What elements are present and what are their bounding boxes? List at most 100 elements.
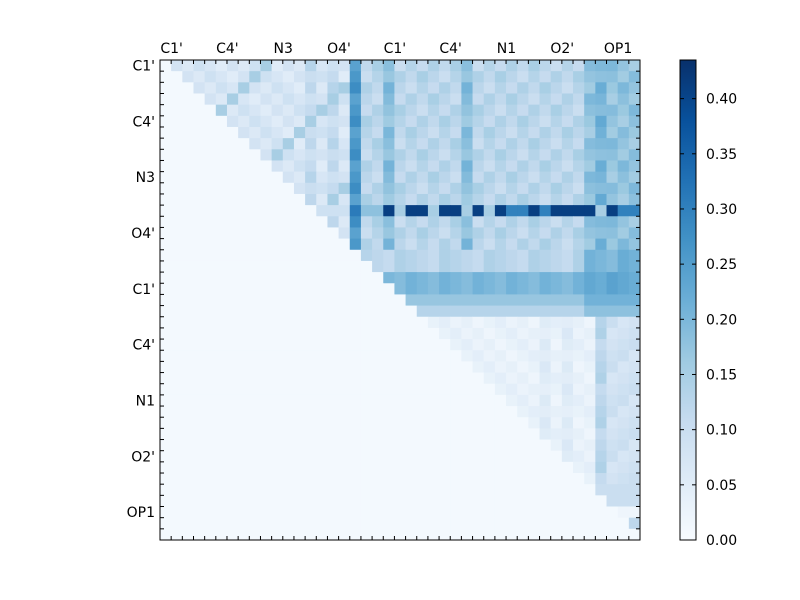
heatmap-cell [160, 484, 172, 496]
heatmap-cell [450, 383, 462, 396]
heatmap-cell [182, 406, 194, 418]
heatmap-cell [539, 495, 552, 507]
heatmap-cell [182, 283, 194, 295]
heatmap-cell [383, 473, 395, 485]
heatmap-cell [372, 126, 384, 139]
heatmap-cell [349, 528, 362, 541]
heatmap-cell [238, 216, 250, 228]
heatmap-cell [606, 272, 619, 284]
heatmap-cell [316, 473, 328, 485]
heatmap-cell [528, 93, 540, 106]
heatmap-cell [271, 439, 284, 452]
heatmap-cell [595, 126, 607, 139]
heatmap-cell [617, 238, 630, 251]
heatmap-cell [327, 260, 340, 273]
heatmap-cell [282, 104, 295, 117]
heatmap-cell [349, 394, 362, 407]
heatmap-cell [327, 160, 340, 173]
heatmap-cell [249, 406, 261, 418]
heatmap-cell [282, 126, 295, 139]
heatmap-cell [293, 294, 306, 306]
heatmap-cell [561, 406, 574, 418]
heatmap-cell [494, 350, 507, 362]
heatmap-cell [160, 517, 172, 530]
heatmap-cell [305, 417, 317, 429]
heatmap-cell [472, 249, 485, 262]
heatmap-cell [327, 272, 340, 284]
heatmap-cell [360, 272, 373, 284]
heatmap-cell [360, 149, 373, 161]
heatmap-cell [349, 327, 362, 340]
heatmap-cell [394, 260, 406, 273]
heatmap-cell [160, 461, 172, 474]
heatmap-cell [595, 216, 607, 228]
heatmap-cell [338, 238, 351, 251]
heatmap-cell [249, 138, 261, 150]
heatmap-cell [338, 138, 351, 150]
heatmap-cell [305, 394, 317, 407]
heatmap-cell [215, 327, 228, 340]
heatmap-cell [316, 171, 328, 184]
heatmap-cell [260, 238, 273, 251]
heatmap-cell [193, 484, 206, 496]
heatmap-cell [349, 93, 362, 106]
heatmap-cell [160, 160, 172, 173]
heatmap-cell [606, 249, 619, 262]
heatmap-cell [215, 160, 228, 173]
heatmap-cell [506, 439, 518, 452]
heatmap-cell [550, 517, 563, 530]
heatmap-cell [271, 260, 284, 273]
heatmap-cell [327, 439, 340, 452]
heatmap-cell [517, 93, 529, 106]
heatmap-cell [383, 71, 395, 83]
heatmap-cell [528, 182, 540, 195]
heatmap-cell [338, 383, 351, 396]
heatmap-cell [539, 372, 552, 385]
heatmap-cell [439, 406, 451, 418]
heatmap-cell [416, 93, 429, 106]
heatmap-cell [182, 60, 194, 72]
heatmap-cell [628, 238, 641, 251]
plot-frame [159, 59, 641, 541]
heatmap-cell [494, 82, 507, 94]
heatmap-cell [327, 93, 340, 106]
heatmap-cell [595, 205, 607, 217]
heatmap-cell [461, 216, 473, 228]
heatmap-cell [204, 406, 217, 418]
heatmap-cell [160, 350, 172, 362]
heatmap-cell [226, 517, 239, 530]
heatmap-cell [506, 350, 518, 362]
heatmap-cell [539, 316, 552, 329]
heatmap-cell [316, 260, 328, 273]
heatmap-cell [271, 227, 284, 240]
heatmap-cell [595, 283, 607, 295]
heatmap-cell [204, 283, 217, 295]
heatmap-cell [293, 93, 306, 106]
heatmap-cell [494, 160, 507, 173]
heatmap-cell [528, 439, 540, 452]
heatmap-cell [584, 394, 596, 407]
heatmap-cell [171, 461, 183, 474]
heatmap-cell [416, 417, 429, 429]
heatmap-cell [606, 316, 619, 329]
heatmap-cell [539, 417, 552, 429]
heatmap-cell [271, 205, 284, 217]
heatmap-cell [506, 316, 518, 329]
heatmap-cell [249, 394, 261, 407]
heatmap-cell [416, 115, 429, 128]
heatmap-cell [483, 417, 496, 429]
heatmap-cell [215, 104, 228, 117]
heatmap-cell [450, 104, 462, 117]
heatmap-cell [439, 216, 451, 228]
heatmap-cell [226, 71, 239, 83]
heatmap-cell [171, 115, 183, 128]
heatmap-cell [372, 350, 384, 362]
heatmap-cell [372, 439, 384, 452]
heatmap-cell [450, 506, 462, 519]
heatmap-cell [260, 528, 273, 541]
heatmap-cell [215, 316, 228, 329]
heatmap-cell [539, 517, 552, 530]
heatmap-cell [338, 115, 351, 128]
heatmap-cell [238, 461, 250, 474]
heatmap-cell [249, 115, 261, 128]
